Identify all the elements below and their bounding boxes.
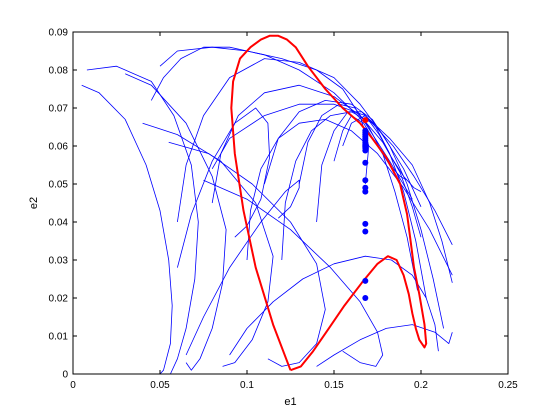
data-point-13 — [362, 188, 369, 195]
trajectory-line-18 — [229, 255, 439, 356]
trajectory-line-13 — [142, 122, 274, 367]
x-axis-label: e1 — [284, 396, 296, 408]
data-point-18 — [362, 127, 369, 134]
trajectory-line-1 — [81, 84, 173, 375]
y-tick-label-3: 0.03 — [49, 256, 69, 267]
y-tick-label-8: 0.08 — [49, 66, 69, 77]
trajectory-line-14 — [168, 141, 326, 367]
x-tick-label-0: 0 — [70, 380, 76, 391]
data-point-11 — [362, 177, 369, 184]
ticks-layer: 0 0.05 0.1 0.15 0.2 0.25 0 0.01 0.02 0.03 0.04 0.05… — [49, 28, 519, 392]
highlight-point — [362, 117, 369, 124]
trajectory-line-0 — [86, 65, 199, 375]
trajectory-line-19 — [316, 324, 453, 367]
trajectory-line-12 — [125, 73, 227, 371]
data-point-10 — [362, 159, 369, 166]
data-point-6 — [362, 147, 369, 154]
y-tick-label-9: 0.09 — [49, 28, 69, 39]
data-point-16 — [362, 277, 369, 284]
y-tick-label-1: 0.01 — [49, 332, 69, 343]
x-tick-label-4: 0.2 — [414, 380, 428, 391]
x-tick-label-2: 0.1 — [240, 380, 254, 391]
series-layer — [81, 34, 453, 375]
trajectory-line-21 — [342, 115, 422, 192]
x-tick-label-3: 0.15 — [324, 380, 344, 391]
plot-area — [73, 32, 508, 374]
y-tick-label-6: 0.06 — [49, 142, 69, 153]
y-tick-label-7: 0.07 — [49, 104, 69, 115]
data-point-14 — [362, 220, 369, 227]
trajectory-line-7 — [264, 100, 444, 329]
y-tick-label-4: 0.04 — [49, 218, 69, 229]
points-layer — [362, 117, 369, 301]
y-tick-label-0: 0 — [62, 370, 68, 381]
trajectory-line-11 — [246, 119, 453, 276]
trajectory-line-10 — [281, 111, 453, 261]
y-axis-label: e2 — [28, 197, 40, 209]
trajectory-line-15 — [203, 179, 384, 367]
data-point-19 — [362, 143, 369, 149]
data-point-17 — [362, 295, 369, 301]
plot-frame — [72, 31, 509, 375]
trajectory-line-17 — [185, 179, 300, 356]
data-point-15 — [362, 228, 369, 235]
trajectory-line-16 — [177, 107, 271, 268]
y-tick-label-2: 0.02 — [49, 294, 69, 305]
boundary-curve — [230, 34, 428, 372]
y-tick-label-5: 0.05 — [49, 180, 69, 191]
x-tick-label-1: 0.05 — [150, 380, 170, 391]
x-tick-label-5: 0.25 — [498, 380, 518, 391]
trajectory-line-20 — [333, 115, 408, 181]
trajectory-line-9 — [316, 111, 427, 299]
